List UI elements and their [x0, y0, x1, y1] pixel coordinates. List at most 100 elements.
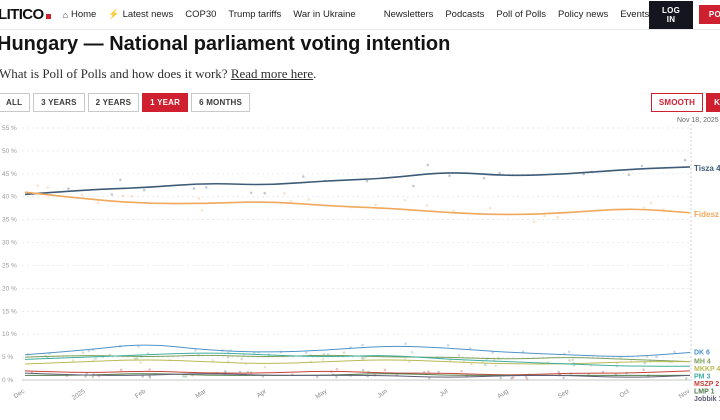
- poll-point[interactable]: [307, 198, 310, 201]
- poll-point[interactable]: [365, 179, 369, 183]
- poll-point[interactable]: [335, 375, 338, 379]
- poll-point[interactable]: [367, 370, 370, 374]
- poll-point[interactable]: [135, 356, 139, 360]
- poll-point[interactable]: [148, 376, 152, 379]
- poll-point[interactable]: [119, 178, 122, 182]
- poll-point[interactable]: [640, 164, 644, 168]
- poll-point[interactable]: [67, 187, 70, 190]
- poll-point[interactable]: [374, 203, 377, 207]
- poll-point[interactable]: [499, 376, 503, 380]
- poll-point[interactable]: [410, 350, 414, 354]
- nav-item-trump-tariffs[interactable]: Trump tariffs: [228, 9, 281, 20]
- poll-point[interactable]: [142, 188, 146, 192]
- range-button-6-months[interactable]: 6 MONTHS: [191, 93, 251, 112]
- poll-point[interactable]: [557, 370, 561, 374]
- poll-point[interactable]: [361, 343, 364, 347]
- poll-point[interactable]: [246, 370, 250, 374]
- poll-point[interactable]: [326, 352, 330, 356]
- poll-point[interactable]: [567, 350, 571, 354]
- poll-point[interactable]: [655, 355, 658, 359]
- poll-point[interactable]: [141, 375, 144, 378]
- nav-item-podcasts[interactable]: Podcasts: [445, 9, 484, 20]
- poll-point[interactable]: [249, 191, 253, 194]
- poll-point[interactable]: [229, 349, 233, 352]
- poll-point[interactable]: [625, 371, 628, 375]
- poll-point[interactable]: [483, 363, 487, 367]
- poll-point[interactable]: [437, 370, 441, 374]
- range-button-all[interactable]: ALL: [0, 93, 31, 112]
- poll-chart[interactable]: 0 % 5 % 10 % 15 % 20 % 25 % 30 % 35 % 40 % 45 % 50…: [0, 116, 720, 415]
- range-button-1-year[interactable]: 1 YEAR: [142, 93, 189, 112]
- poll-point[interactable]: [87, 349, 91, 353]
- poll-point[interactable]: [342, 351, 346, 354]
- nav-item-latest-news[interactable]: ⚡ Latest news: [108, 9, 173, 20]
- poll-point[interactable]: [425, 204, 429, 207]
- poll-point[interactable]: [569, 372, 573, 375]
- nav-item-policy-news[interactable]: Policy news: [558, 9, 608, 20]
- poll-point[interactable]: [194, 348, 197, 352]
- series-line-pm[interactable]: [24, 352, 690, 367]
- poll-point[interactable]: [148, 368, 151, 371]
- poll-point[interactable]: [119, 368, 123, 372]
- poll-point[interactable]: [91, 375, 95, 379]
- poll-point[interactable]: [488, 206, 492, 210]
- read-more-link[interactable]: Read more here: [230, 66, 314, 81]
- poll-point[interactable]: [139, 355, 143, 359]
- poll-point[interactable]: [491, 351, 494, 354]
- poll-point[interactable]: [80, 193, 84, 197]
- poll-point[interactable]: [532, 220, 536, 224]
- politico-pro-button[interactable]: POLITICO: [698, 5, 720, 24]
- poll-point[interactable]: [46, 185, 50, 189]
- poll-point[interactable]: [110, 193, 114, 196]
- poll-point[interactable]: [412, 184, 415, 188]
- series-line-tisza[interactable]: [24, 166, 691, 196]
- poll-point[interactable]: [238, 370, 242, 374]
- poll-point[interactable]: [642, 206, 646, 210]
- series-label-jobbik[interactable]: Jobbik 1: [694, 396, 720, 403]
- poll-point[interactable]: [121, 194, 125, 197]
- series-label-mh[interactable]: MH 4: [694, 359, 711, 366]
- series-label-lmp[interactable]: LMP 1: [694, 389, 715, 396]
- series-label-dk[interactable]: DK 6: [694, 350, 710, 357]
- poll-point[interactable]: [510, 376, 513, 380]
- poll-point[interactable]: [200, 209, 204, 212]
- poll-point[interactable]: [446, 344, 450, 347]
- poll-point[interactable]: [361, 368, 365, 372]
- poll-point[interactable]: [182, 375, 185, 378]
- poll-point[interactable]: [204, 186, 208, 189]
- poll-point[interactable]: [482, 176, 486, 180]
- poll-point[interactable]: [568, 359, 571, 362]
- poll-point[interactable]: [511, 376, 515, 379]
- poll-point[interactable]: [427, 370, 430, 373]
- poll-point[interactable]: [403, 198, 407, 202]
- poll-point[interactable]: [263, 191, 267, 195]
- series-line-dk[interactable]: [24, 344, 691, 357]
- poll-point[interactable]: [84, 375, 87, 378]
- poll-point[interactable]: [289, 199, 293, 203]
- poll-point[interactable]: [315, 375, 319, 379]
- poll-point[interactable]: [587, 372, 590, 376]
- poll-point[interactable]: [643, 361, 647, 365]
- poll-point[interactable]: [192, 187, 196, 190]
- poll-point[interactable]: [302, 175, 305, 178]
- poll-point[interactable]: [684, 377, 688, 380]
- poll-point[interactable]: [571, 358, 575, 362]
- series-line-mkkp[interactable]: [24, 359, 690, 365]
- poll-point[interactable]: [614, 373, 618, 377]
- nav-item-poll-of-polls[interactable]: Poll of Polls: [496, 9, 546, 20]
- poll-point[interactable]: [139, 361, 142, 364]
- poll-point[interactable]: [460, 369, 463, 373]
- poll-point[interactable]: [524, 375, 528, 379]
- poll-point[interactable]: [649, 201, 653, 205]
- series-label-fidesz[interactable]: Fidesz 36: [694, 210, 720, 219]
- smoothing-button-smooth[interactable]: SMOOTH: [650, 93, 704, 112]
- series-label-mszp[interactable]: MSZP 2: [694, 381, 719, 388]
- nav-item-cop30[interactable]: COP30: [185, 9, 216, 20]
- poll-point[interactable]: [543, 214, 546, 218]
- poll-point[interactable]: [252, 351, 256, 355]
- series-line-jobbik[interactable]: [24, 372, 691, 378]
- poll-point[interactable]: [562, 376, 565, 380]
- poll-point[interactable]: [404, 342, 407, 346]
- poll-point[interactable]: [81, 351, 85, 355]
- poll-point[interactable]: [521, 350, 525, 353]
